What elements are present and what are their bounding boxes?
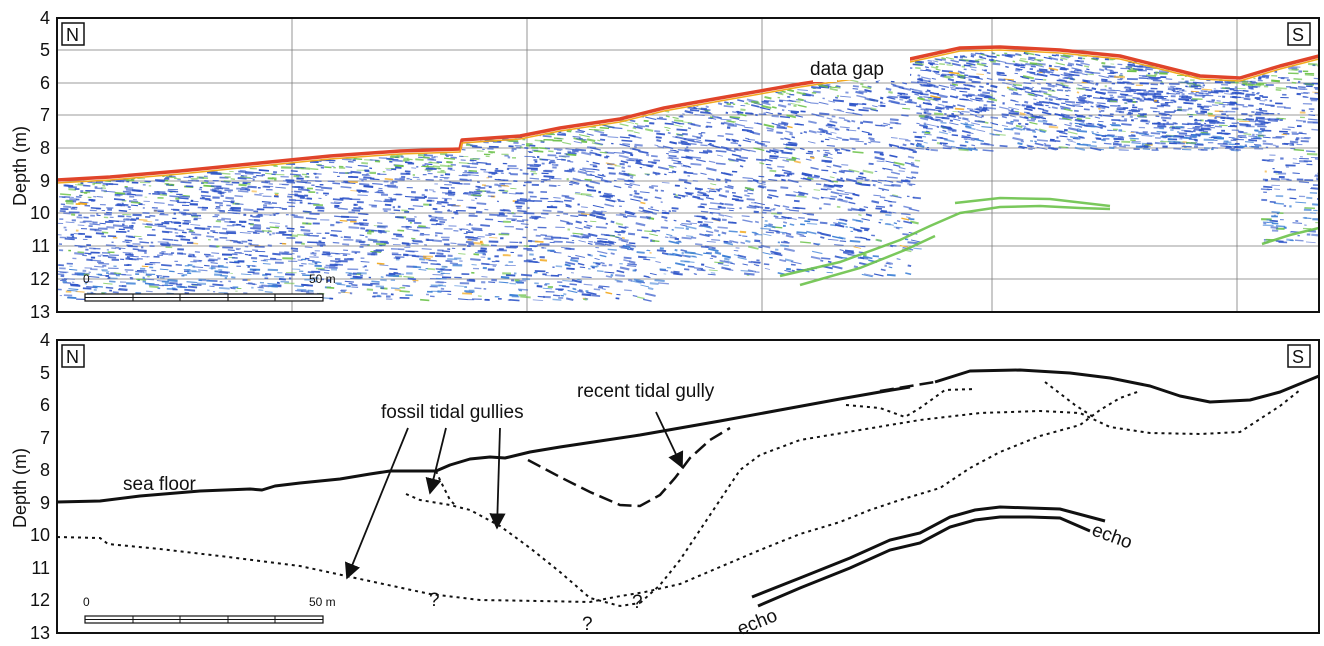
y-tick-label: 11 (31, 558, 50, 578)
y-tick-label: 12 (30, 269, 50, 289)
echo-label-lower: echo (734, 605, 780, 640)
y-tick-label: 5 (40, 363, 50, 383)
y-tick-label: 9 (40, 493, 50, 513)
y-tick-label: 7 (40, 105, 50, 125)
y-tick-label: 7 (40, 428, 50, 448)
y-tick-label: 13 (30, 302, 50, 322)
scale-start-label: 0 (83, 272, 90, 286)
recent-tidal-gully-outline (527, 426, 731, 508)
y-tick-label: 11 (31, 236, 50, 256)
deep-horizon (56, 390, 1141, 604)
uncertain-marker: ? (429, 590, 440, 611)
echo-line-lower (757, 515, 1091, 608)
recent-tidal-gully-label: recent tidal gully (577, 381, 715, 402)
south-label-box (1287, 22, 1311, 46)
y-tick-label: 12 (30, 590, 50, 610)
north-label: N (66, 25, 79, 45)
y-tick-label: 4 (40, 8, 50, 28)
top-panel-frame (56, 17, 1320, 313)
sea-floor-line-south (934, 368, 1320, 404)
echo-line-upper (751, 505, 1106, 599)
y-tick-label: 6 (40, 73, 50, 93)
y-tick-label: 4 (40, 330, 50, 350)
seismic-reflections (57, 51, 1319, 302)
top-scale-bar: 0 50 m (83, 272, 336, 302)
arrow-fossil-gully-a (344, 427, 409, 580)
uncertain-marker: ? (582, 614, 593, 635)
uncertain-marker: ? (632, 592, 643, 613)
sea-floor-uncertain (879, 380, 936, 393)
bottom-y-axis: 4 5 6 7 8 9 10 11 12 13 Depth (m) (10, 330, 50, 643)
bottom-panel-frame (56, 339, 1320, 634)
gully-fill-wall (435, 470, 456, 506)
sea-floor-reflection-orange (56, 49, 1320, 184)
y-tick-label: 8 (40, 460, 50, 480)
top-y-axis: 4 5 6 7 8 9 10 11 12 13 Depth (m) (10, 8, 50, 322)
south-label: S (1292, 347, 1304, 367)
sea-floor-line (56, 385, 911, 504)
bottom-panel: sea floor fossil tidal gullies recent ti… (10, 330, 1320, 643)
scale-end-label: 50 m (309, 272, 336, 286)
scale-end-label: 50 m (309, 595, 336, 609)
y-tick-label: 13 (30, 623, 50, 643)
mid-gully-margin (639, 389, 1301, 604)
north-label-box (61, 22, 85, 46)
scale-start-label: 0 (83, 595, 90, 609)
sea-floor-reflection (56, 45, 1320, 182)
y-tick-label: 10 (30, 203, 50, 223)
y-tick-label: 6 (40, 395, 50, 415)
gully-fill-left (405, 493, 641, 608)
y-tick-label: 5 (40, 40, 50, 60)
y-axis-label: Depth (m) (10, 126, 30, 206)
bottom-scale-bar: 0 50 m (83, 595, 336, 624)
top-panel: data gap N S 0 50 m 4 5 6 7 8 9 10 11 (10, 8, 1320, 322)
fossil-tidal-gullies-label: fossil tidal gullies (381, 402, 524, 423)
echo-label-upper: echo (1089, 520, 1135, 554)
arrow-fossil-gully-c (489, 427, 506, 530)
south-label: S (1292, 25, 1304, 45)
data-gap-label: data gap (810, 59, 884, 80)
south-upper-horizon (1044, 381, 1096, 419)
y-tick-label: 9 (40, 171, 50, 191)
north-label: N (66, 347, 79, 367)
upper-horizon (845, 388, 976, 419)
south-label-box (1287, 344, 1311, 368)
y-axis-label: Depth (m) (10, 448, 30, 528)
sea-floor-label: sea floor (123, 474, 197, 495)
arrow-recent-gully (655, 411, 684, 469)
arrow-fossil-gully-b (425, 427, 447, 495)
north-label-box (61, 344, 85, 368)
y-tick-label: 8 (40, 138, 50, 158)
y-tick-label: 10 (30, 525, 50, 545)
